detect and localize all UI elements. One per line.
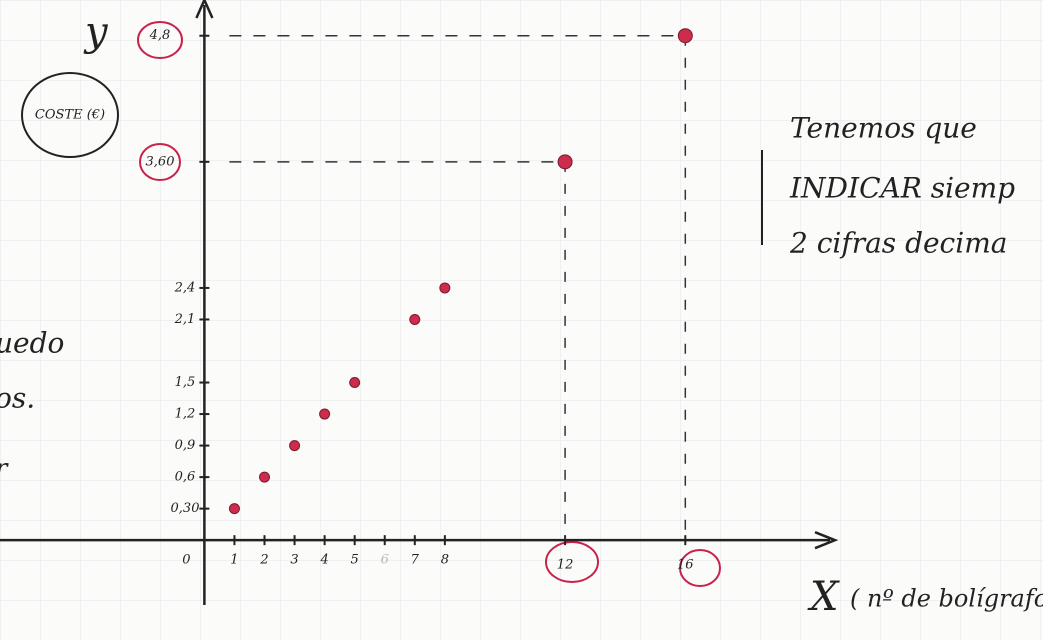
annotation: 2 cifras decima bbox=[789, 227, 1007, 260]
point bbox=[410, 314, 420, 324]
y-tick-label: 3,60 bbox=[146, 154, 175, 169]
x-tick-label: 1 bbox=[230, 553, 238, 568]
chart: y COSTE (€) X ( nº de bolígrafos Tenemos… bbox=[0, 0, 1043, 640]
margin-note: os. bbox=[0, 382, 35, 415]
x-tick-label: 16 bbox=[677, 558, 694, 573]
point bbox=[558, 155, 572, 169]
point bbox=[260, 472, 270, 482]
x-tick-label: 6 bbox=[381, 553, 389, 568]
x-tick-label: 2 bbox=[259, 553, 268, 568]
point bbox=[290, 441, 300, 451]
y-tick-label: 2,4 bbox=[174, 280, 196, 295]
y-tick-label: 1,2 bbox=[175, 407, 196, 422]
x-label: X bbox=[807, 574, 840, 620]
annotation: INDICAR siemp bbox=[789, 172, 1015, 205]
y-label: y bbox=[83, 9, 109, 55]
point bbox=[320, 409, 330, 419]
annotation: Tenemos que bbox=[790, 112, 977, 145]
x-tick-label: 3 bbox=[290, 553, 298, 568]
y-tick-label: 4,8 bbox=[149, 28, 171, 43]
x-tick-label: 7 bbox=[411, 553, 420, 568]
x-unit-label: ( nº de bolígrafos bbox=[850, 585, 1043, 613]
x-tick-label: 12 bbox=[557, 558, 574, 573]
x-tick-label: 8 bbox=[441, 553, 449, 568]
paper bbox=[0, 0, 1043, 640]
y-tick-label: 2,1 bbox=[174, 312, 196, 327]
x-tick-label: 4 bbox=[319, 553, 328, 568]
y-tick-label: 0,30 bbox=[171, 501, 200, 516]
y-unit-label: COSTE (€) bbox=[35, 108, 105, 123]
point bbox=[440, 283, 450, 293]
x-tick-label: 5 bbox=[351, 553, 359, 568]
x-tick-label: 0 bbox=[182, 553, 190, 568]
point bbox=[678, 29, 692, 43]
y-tick-label: 0,9 bbox=[175, 438, 196, 453]
y-tick-label: 1,5 bbox=[175, 375, 196, 390]
margin-note: uedo bbox=[0, 327, 64, 360]
point bbox=[229, 504, 239, 514]
y-tick-label: 0,6 bbox=[175, 470, 196, 485]
point bbox=[350, 378, 360, 388]
